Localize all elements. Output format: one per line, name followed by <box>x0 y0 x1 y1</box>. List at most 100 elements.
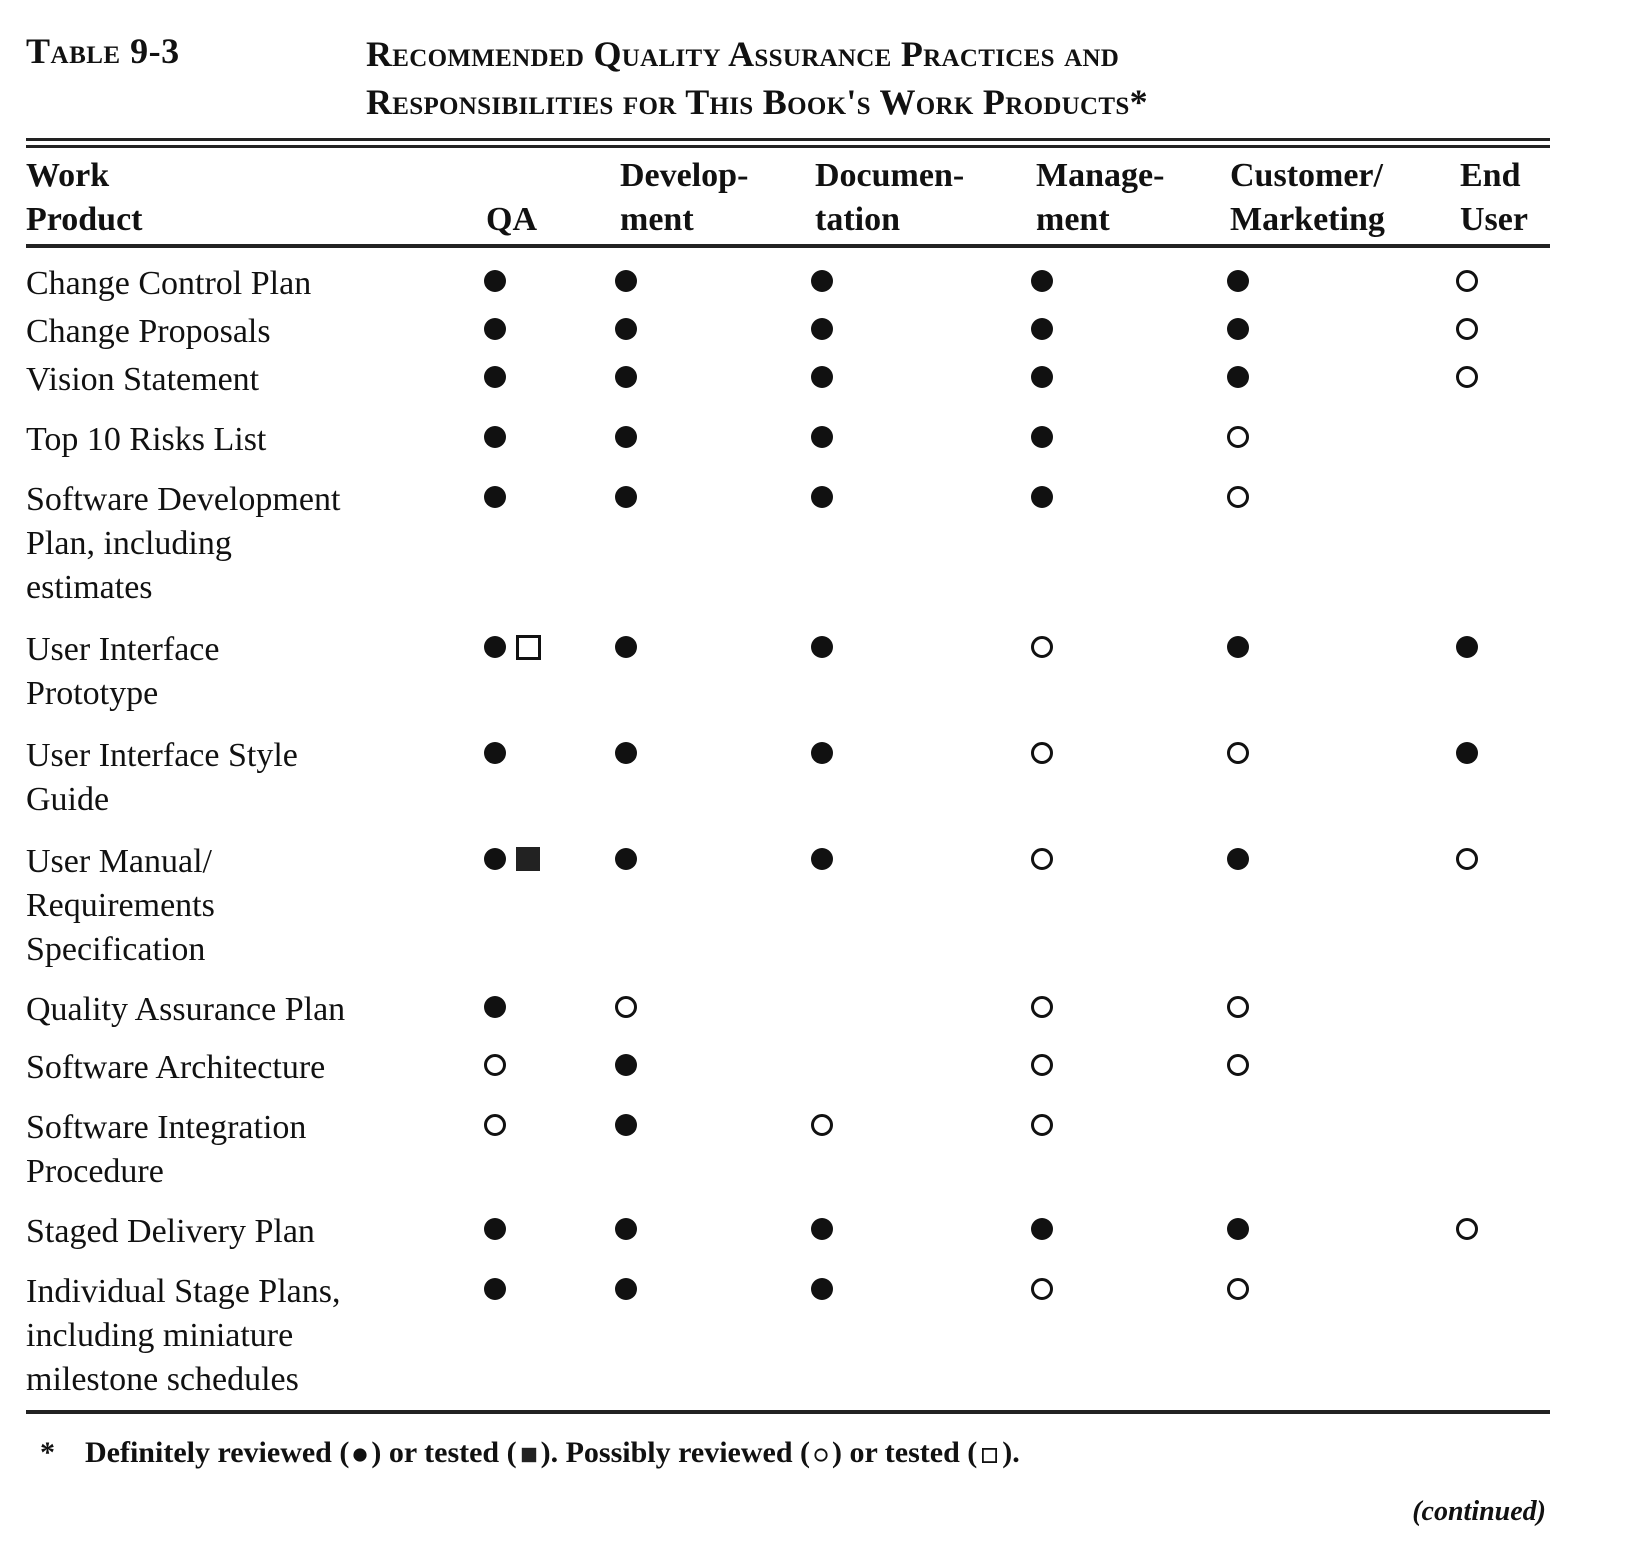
table-cell-mark <box>811 314 841 344</box>
column-header-line: QA <box>486 201 537 238</box>
table-cell-mark <box>484 992 514 1022</box>
label-line: including miniature <box>26 1317 294 1354</box>
filled-circle-icon <box>353 1448 367 1462</box>
table-cell-mark <box>1227 1050 1257 1080</box>
table-cell-mark <box>1031 992 1061 1022</box>
work-product-label: Change Control Plan <box>26 262 311 306</box>
filled-circle-icon <box>1031 270 1053 292</box>
table-cell-mark <box>1227 422 1257 452</box>
footnote: * Definitely reviewed () or tested (). Po… <box>40 1436 1020 1470</box>
column-header-line: Develop- <box>620 157 749 194</box>
filled-circle-icon <box>1031 318 1053 340</box>
table-cell-mark <box>1227 482 1257 512</box>
filled-circle-icon <box>811 426 833 448</box>
open-circle-icon <box>1456 848 1478 870</box>
open-circle-icon <box>814 1448 828 1462</box>
column-header-line: End <box>1460 157 1521 194</box>
work-product-label: User Manual/Requirements Specification <box>26 840 215 972</box>
table-cell-mark <box>1031 266 1061 296</box>
table-cell-mark <box>484 422 514 452</box>
filled-circle-icon <box>811 270 833 292</box>
table-cell-mark <box>484 482 514 512</box>
table-cell-mark <box>1227 844 1257 874</box>
filled-circle-icon <box>484 996 506 1018</box>
open-circle-icon <box>1031 996 1053 1018</box>
table-cell-mark <box>1031 422 1061 452</box>
table-cell-mark <box>811 844 841 874</box>
filled-circle-icon <box>1031 1218 1053 1240</box>
label-line: Procedure <box>26 1153 164 1190</box>
work-product-label: Software Integration Procedure <box>26 1106 306 1194</box>
title-line: Recommended Quality Assurance Practices … <box>366 34 1120 74</box>
footnote-text: ) or tested ( <box>371 1436 517 1469</box>
table-cell-mark <box>1031 1274 1061 1304</box>
table-cell-mark <box>811 482 841 512</box>
continued-note: (continued) <box>1412 1496 1546 1527</box>
column-header: Manage-ment <box>1036 154 1164 242</box>
table-cell-mark <box>1227 992 1257 1022</box>
filled-circle-icon <box>811 366 833 388</box>
table-cell-mark <box>615 362 645 392</box>
filled-circle-icon <box>811 636 833 658</box>
label-line: Individual Stage Plans, <box>26 1273 341 1310</box>
work-product-label: Top 10 Risks List <box>26 418 266 462</box>
open-circle-icon <box>615 996 637 1018</box>
table-cell-mark <box>1031 362 1061 392</box>
label-line: Prototype <box>26 675 159 712</box>
table-cell-mark <box>615 1274 645 1304</box>
filled-circle-icon <box>484 366 506 388</box>
table-cell-mark <box>615 422 645 452</box>
filled-circle-icon <box>1227 318 1249 340</box>
table-cell-mark <box>1227 632 1257 662</box>
table-cell-mark <box>811 1214 841 1244</box>
filled-circle-icon <box>484 426 506 448</box>
table-cell-mark <box>615 314 645 344</box>
table-cell-mark <box>615 632 645 662</box>
table-cell-mark <box>1227 1274 1257 1304</box>
table-cell-mark <box>1031 1214 1061 1244</box>
work-product-label: Quality Assurance Plan <box>26 988 345 1032</box>
column-header: Documen-tation <box>815 154 964 242</box>
open-circle-icon <box>1031 1054 1053 1076</box>
filled-circle-icon <box>811 742 833 764</box>
label-line: Software Integration <box>26 1109 307 1146</box>
work-product-label: Software Architecture <box>26 1046 325 1090</box>
label-line: User Interface <box>26 631 220 668</box>
filled-circle-icon <box>615 636 637 658</box>
open-circle-icon <box>1031 848 1053 870</box>
table-title: Recommended Quality Assurance Practices … <box>366 30 1148 126</box>
open-square-icon <box>982 1447 998 1463</box>
header-rule <box>26 244 1550 248</box>
table-cell-mark <box>615 266 645 296</box>
filled-circle-icon <box>484 1278 506 1300</box>
filled-circle-icon <box>484 848 506 870</box>
table-cell-mark <box>1031 314 1061 344</box>
column-header-line <box>486 154 537 198</box>
column-header-line: User <box>1460 201 1528 238</box>
filled-circle-icon <box>615 426 637 448</box>
filled-circle-icon <box>1227 366 1249 388</box>
work-product-label: User Interface Prototype <box>26 628 219 716</box>
table-cell-mark <box>484 1050 514 1080</box>
label-line: estimates <box>26 569 153 606</box>
table-cell-mark <box>615 1050 645 1080</box>
open-circle-icon <box>1456 270 1478 292</box>
table-number: Table 9-3 <box>26 31 180 71</box>
table-cell-mark <box>484 632 554 662</box>
work-product-label: Vision Statement <box>26 358 259 402</box>
open-circle-icon <box>1227 742 1249 764</box>
filled-circle-icon <box>1227 848 1249 870</box>
column-header: Develop-ment <box>620 154 748 242</box>
table-cell-mark <box>484 314 514 344</box>
open-circle-icon <box>1031 636 1053 658</box>
table-cell-mark <box>484 844 554 874</box>
open-square-icon <box>516 634 541 660</box>
bottom-rule <box>26 1410 1550 1414</box>
open-circle-icon <box>1227 426 1249 448</box>
table-cell-mark <box>1456 362 1486 392</box>
column-header-line: Manage- <box>1036 157 1165 194</box>
table-cell-mark <box>811 266 841 296</box>
table-cell-mark <box>1227 1214 1257 1244</box>
filled-circle-icon <box>811 848 833 870</box>
footnote-text: ). <box>1002 1436 1020 1469</box>
